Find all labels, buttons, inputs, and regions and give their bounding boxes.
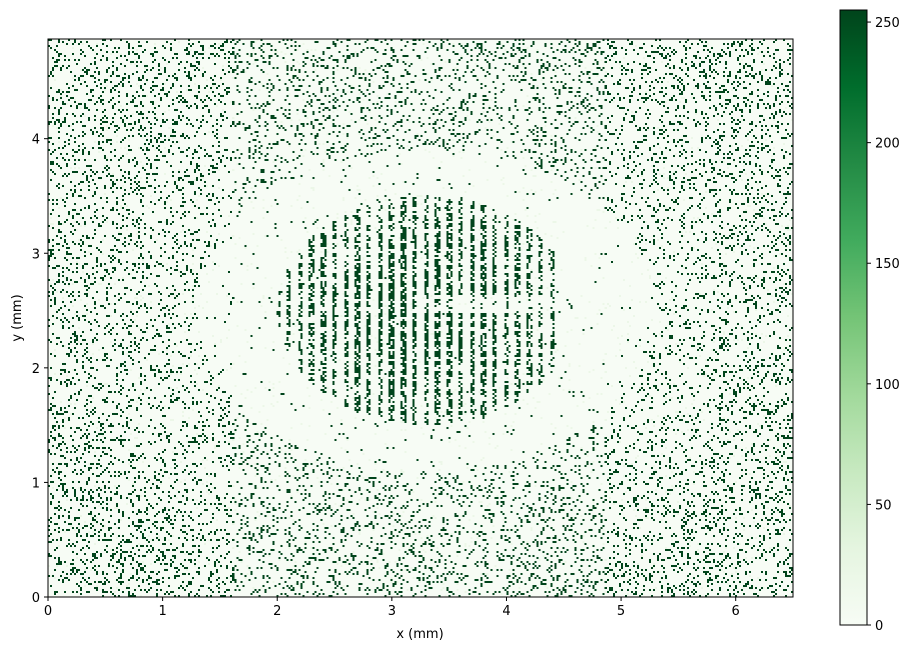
x-tick-label: 1 [158,604,166,619]
y-tick-label: 3 [32,247,40,262]
x-tick-label: 3 [388,604,396,619]
y-tick-label: 2 [32,362,40,377]
y-tick-label: 1 [32,476,40,491]
colorbar-tick-label: 250 [875,16,900,31]
colorbar-tick-label: 200 [875,137,900,152]
plot-area: 0 1 2 3 4 5 6 0 1 2 3 4 [32,38,794,619]
heatmap-raster [48,39,793,597]
x-tick-label: 5 [617,604,625,619]
plot-frame [47,38,794,598]
y-axis-label: y (mm) [10,294,25,341]
colorbar-tick-label: 100 [875,378,900,393]
y-tick-label: 0 [32,591,40,606]
x-tick-label: 2 [273,604,281,619]
colorbar-gradient [839,9,868,626]
colorbar: 0 50 100 150 200 250 [839,9,900,634]
x-tick-label: 0 [44,604,52,619]
colorbar-tick-label: 150 [875,257,900,272]
x-axis-label: x (mm) [396,627,443,642]
y-tick-label: 4 [32,133,40,148]
x-tick-label: 4 [502,604,510,619]
colorbar-tick-label: 0 [875,619,883,634]
x-tick-label: 6 [732,604,740,619]
colorbar-tick-label: 50 [875,498,892,513]
